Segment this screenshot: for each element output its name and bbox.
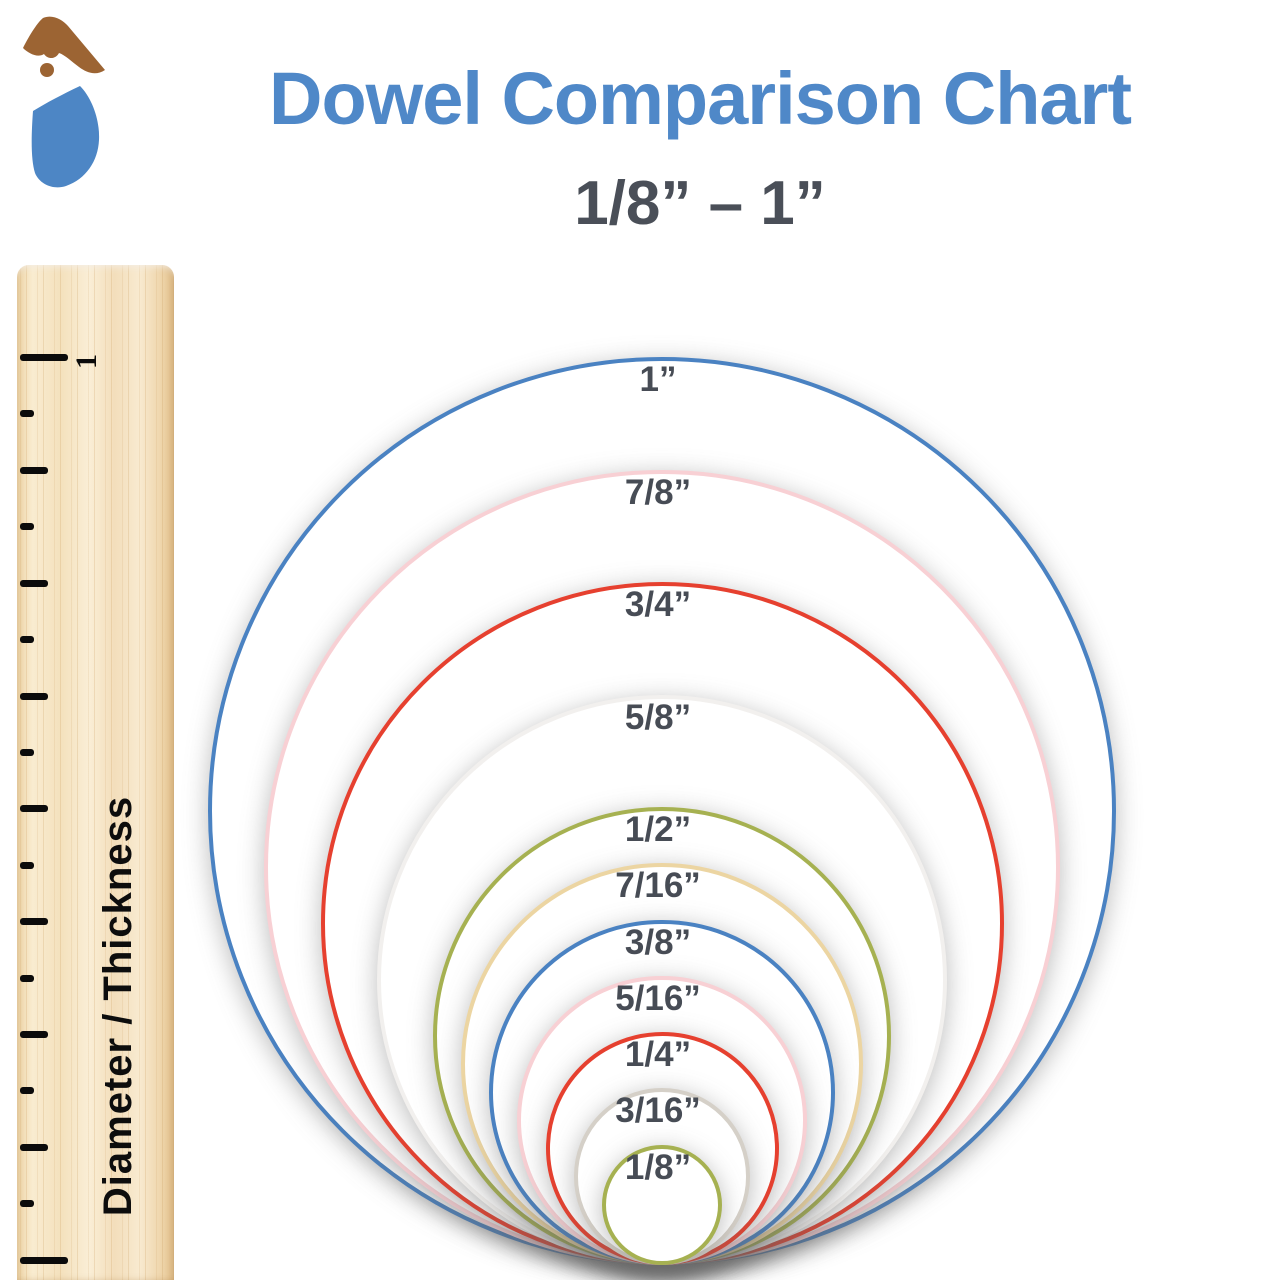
ruler-tick xyxy=(20,1031,48,1038)
ruler-tick xyxy=(20,410,34,417)
ruler-tick xyxy=(20,805,48,812)
dowel-size-label: 3/8” xyxy=(624,922,692,962)
dowel-size-label: 1/8” xyxy=(624,1147,692,1187)
ruler-tick xyxy=(20,918,48,925)
ruler-tick xyxy=(20,975,34,982)
ruler-tick xyxy=(20,1200,34,1207)
ruler-inch-number: 1 xyxy=(70,354,103,369)
ruler-tick xyxy=(20,636,34,643)
dowel-size-label: 1/2” xyxy=(624,810,692,849)
dowel-circle-1-8in xyxy=(601,1144,723,1265)
ruler-tick xyxy=(20,1087,34,1094)
dowel-size-label: 5/16” xyxy=(615,978,701,1018)
dowel-size-label: 5/8” xyxy=(624,697,692,737)
page-title: Dowel Comparison Chart xyxy=(269,57,1132,140)
ruler-axis-label: Diameter / Thickness xyxy=(96,795,140,1217)
logo-body-shape xyxy=(31,86,100,188)
ruler-tick xyxy=(20,467,48,474)
dowel-size-label: 1/4” xyxy=(624,1035,692,1074)
dowel-size-label: 3/16” xyxy=(615,1091,701,1131)
ruler-tick xyxy=(20,354,68,361)
ruler-tick xyxy=(20,1257,68,1264)
logo-eye-dot xyxy=(40,63,54,77)
dowel-size-label: 1” xyxy=(639,360,677,399)
page-subtitle-range: 1/8” – 1” xyxy=(574,169,826,238)
ruler-tick xyxy=(20,749,34,756)
ruler-tick xyxy=(20,862,34,869)
wooden-ruler: 1 Diameter / Thickness xyxy=(17,265,174,1280)
ruler-tick xyxy=(20,1144,48,1151)
ruler-tick xyxy=(20,580,48,587)
logo-head-shape xyxy=(23,16,105,74)
woodpecker-logo xyxy=(23,16,105,188)
dowel-size-label: 7/16” xyxy=(615,866,701,906)
dowel-size-label: 3/4” xyxy=(624,585,692,624)
dowel-size-label: 7/8” xyxy=(624,472,692,512)
ruler-tick xyxy=(20,523,34,530)
ruler-tick xyxy=(20,693,48,700)
